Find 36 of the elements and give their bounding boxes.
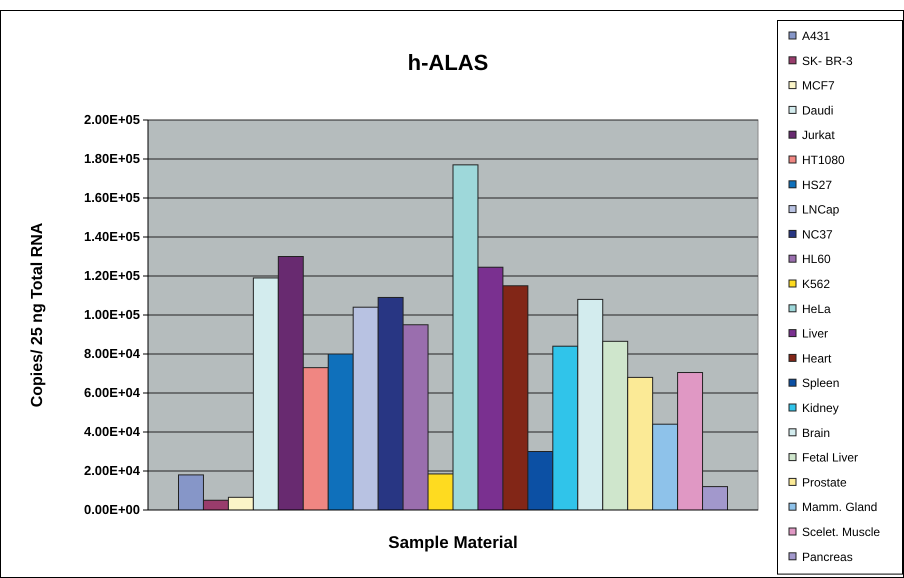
legend-label: Heart (802, 351, 832, 366)
legend-label: Kidney (802, 401, 839, 415)
legend-label: Jurkat (802, 128, 836, 142)
legend-label: LNCap (802, 202, 840, 217)
y-tick-label: 6.00E+04 (84, 385, 141, 400)
y-tick-label: 2.00E+05 (84, 112, 140, 128)
legend-label: Fetal Liver (802, 450, 858, 465)
legend-label: NC37 (802, 227, 834, 242)
y-axis-title: Copies/ 25 ng Total RNA (29, 222, 46, 408)
y-tick-label: 1.40E+05 (84, 229, 140, 244)
y-tick-label: 1.00E+05 (84, 307, 140, 322)
y-tick-label: 1.80E+05 (84, 151, 140, 166)
x-axis-title: Sample Material (388, 533, 518, 552)
y-tick-label: 2.00E+04 (84, 463, 141, 478)
y-tick-label: 1.20E+05 (84, 268, 140, 284)
legend-label: HL60 (802, 252, 832, 266)
legend-label: K562 (802, 277, 830, 291)
legend-label: HeLa (802, 302, 832, 316)
chart-title: h-ALAS (408, 50, 488, 75)
y-tick-label: 8.00E+04 (84, 346, 141, 362)
y-tick-label: 4.00E+04 (84, 424, 141, 440)
legend-label: SK- BR-3 (802, 54, 854, 68)
legend-label: Mamm. Gland (802, 500, 878, 514)
legend-label: Pancreas (802, 550, 853, 564)
legend-label: A431 (802, 29, 830, 43)
legend-label: HT1080 (802, 153, 846, 167)
y-tick-label: 1.60E+05 (84, 190, 140, 206)
legend-label: HS27 (802, 178, 832, 192)
y-tick-label: 0.00E+00 (84, 502, 140, 518)
legend-label: Liver (802, 326, 828, 341)
legend-label: Spleen (802, 376, 840, 390)
legend-label: Brain (802, 426, 830, 440)
legend-label: Prostate (802, 475, 848, 490)
legend-label: Scelet. Muscle (802, 525, 880, 539)
legend-label: Daudi (802, 103, 834, 118)
legend-label: MCF7 (802, 78, 835, 93)
